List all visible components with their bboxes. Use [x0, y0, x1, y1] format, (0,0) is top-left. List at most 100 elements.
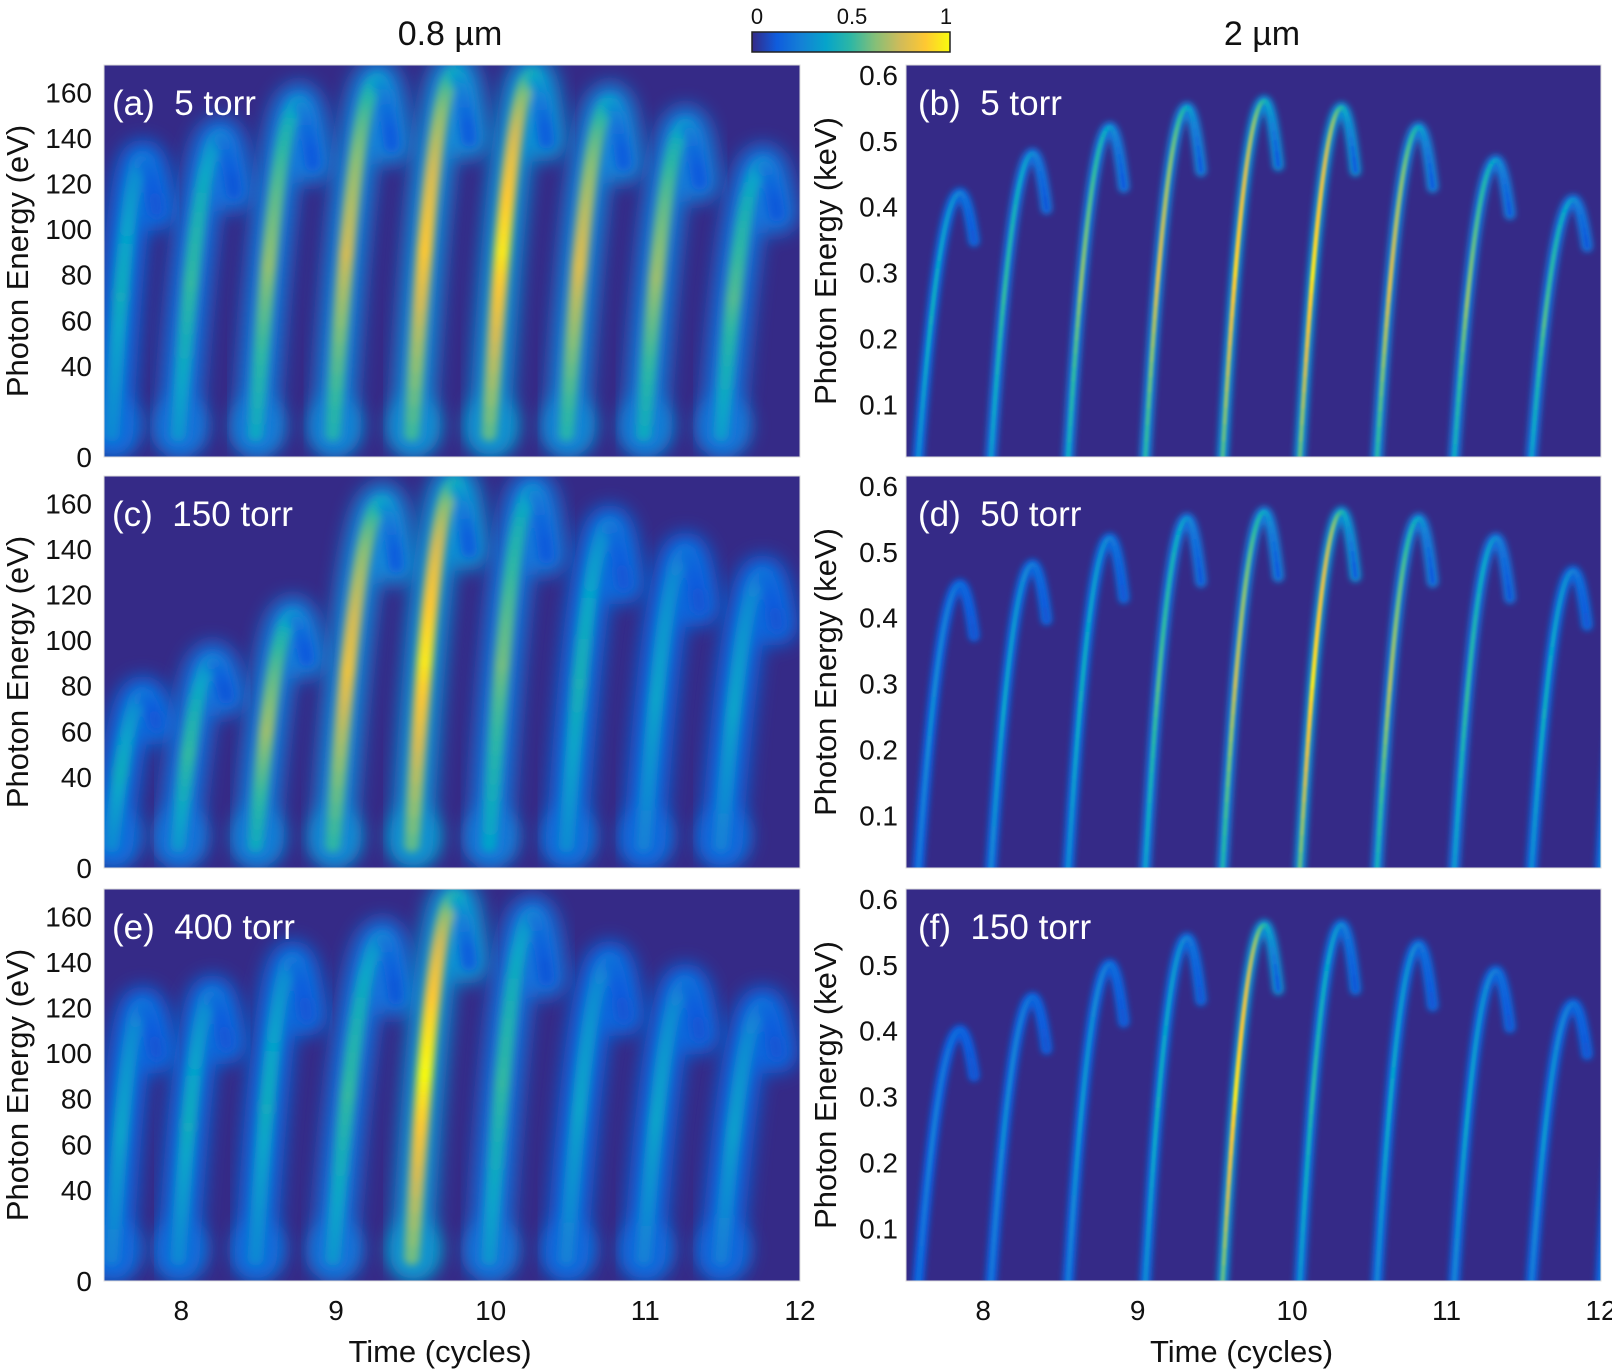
- panel-label: (d) 50 torr: [918, 495, 1082, 534]
- trajectory-arch: [1293, 918, 1362, 1281]
- arch-core: [1529, 1002, 1590, 1281]
- arch-segment: [1222, 814, 1228, 836]
- trajectory-arch: [1595, 1191, 1607, 1281]
- y-tick-label: 0.4: [859, 603, 898, 634]
- arch-segment: [614, 997, 632, 1024]
- trajectory-arch: [984, 558, 1053, 868]
- arch-segment: [1072, 760, 1078, 779]
- panel-frame: [905, 888, 1602, 1282]
- arch-segment: [1600, 1245, 1601, 1259]
- panel-a: (a) 5 torr 0 40 60 80 100 120 140 160 Photon Ener…: [0, 64, 801, 473]
- arch-segment: [1065, 438, 1072, 457]
- arch-segment: [1223, 1211, 1230, 1232]
- y-tick-label: 0: [76, 1266, 92, 1297]
- arch-segment: [1300, 388, 1307, 409]
- x-tick-label: 11: [1432, 1295, 1461, 1326]
- arch-segment: [1606, 776, 1607, 786]
- arch-segment: [1458, 760, 1464, 779]
- x-tick-label: 9: [328, 1295, 344, 1326]
- arch-segment: [1228, 723, 1235, 743]
- arch-segment: [767, 607, 785, 633]
- arch-core: [1374, 125, 1435, 457]
- arch-core: [403, 890, 478, 1266]
- arch-segment: [1305, 1136, 1312, 1156]
- arch-segment: [1298, 1244, 1305, 1266]
- trajectory-arch: [104, 985, 178, 1280]
- y-tick-label: 0.5: [859, 950, 898, 981]
- arch-segment: [1531, 822, 1537, 842]
- y-tick-label: 120: [45, 169, 92, 200]
- arch-segment: [1148, 357, 1154, 378]
- arch-core: [104, 152, 165, 442]
- arch-segment: [1297, 1261, 1304, 1281]
- arch-core: [247, 953, 315, 1266]
- arch-segment: [1069, 1218, 1075, 1238]
- arch-segment: [1150, 740, 1156, 759]
- trajectory-arch: [466, 476, 568, 867]
- y-tick-label: 100: [45, 625, 92, 656]
- arch-segment: [1068, 407, 1074, 428]
- y-tick-label: 0.2: [859, 734, 898, 765]
- panel-c: (c) 150 torr 0 40 60 80 100 120 140 160 Photon En…: [0, 475, 801, 884]
- arch-segment: [1299, 1227, 1306, 1249]
- arch-segment: [382, 124, 400, 153]
- trajectory-arch: [1371, 121, 1439, 457]
- arch-segment: [1453, 833, 1459, 854]
- arch-segment: [1455, 398, 1461, 417]
- arch-segment: [1149, 754, 1155, 774]
- y-tick-label: 0.4: [859, 1016, 898, 1047]
- arch-segment: [1529, 851, 1535, 868]
- arch-segment: [1377, 1214, 1384, 1235]
- arch-segment: [1304, 737, 1311, 757]
- x-tick-label: 8: [975, 1295, 991, 1326]
- arch-segment: [1143, 1261, 1149, 1281]
- arch-segment: [1274, 561, 1281, 579]
- arch-segment: [386, 977, 405, 1005]
- y-tick-label: 120: [45, 993, 92, 1024]
- trajectory-arch: [912, 187, 980, 457]
- arch-core: [324, 931, 405, 1266]
- arch-segment: [1380, 363, 1386, 383]
- arch-segment: [1454, 411, 1460, 431]
- panel-label: (b) 5 torr: [918, 84, 1062, 123]
- arch-segment: [1151, 726, 1158, 745]
- arch-core: [170, 654, 235, 853]
- trajectory-arch: [912, 1024, 980, 1281]
- arch-segment: [1603, 819, 1604, 831]
- arch-segment: [988, 439, 995, 457]
- arch-segment: [1429, 567, 1435, 584]
- arch-segment: [1606, 1191, 1607, 1201]
- arch-segment: [970, 623, 977, 638]
- arch-segment: [1145, 815, 1151, 837]
- y-tick-label: 0.2: [859, 323, 898, 354]
- y-tick-label: 80: [61, 1084, 92, 1115]
- arch-segment: [690, 1016, 708, 1042]
- arch-segment: [1144, 1245, 1150, 1267]
- panel-d: (d) 50 torr 0.1 0.2 0.3 0.4 0.5 0.6 Photon Ener…: [808, 471, 1607, 869]
- column-title-0.8um: 0.8 µm: [398, 15, 503, 53]
- arch-segment: [1229, 299, 1236, 318]
- arch-segment: [1068, 1233, 1074, 1253]
- arch-segment: [1506, 584, 1513, 601]
- y-tick-label: 40: [61, 762, 92, 793]
- arch-segment: [1220, 1261, 1226, 1281]
- trajectory-arch: [232, 81, 334, 456]
- arch-segment: [1530, 836, 1536, 856]
- trajectory-arch: [543, 940, 645, 1280]
- arch-segment: [1221, 1244, 1227, 1266]
- arch-segment: [1603, 1233, 1604, 1244]
- arch-segment: [303, 143, 321, 172]
- colorbar-gradient: [751, 31, 951, 53]
- arch-segment: [1072, 349, 1078, 368]
- arch-segment: [1300, 1211, 1307, 1232]
- arch-segment: [1226, 341, 1233, 361]
- arch-segment: [1227, 1150, 1234, 1170]
- arch-segment: [1376, 815, 1383, 837]
- arch-segment: [1197, 986, 1204, 1003]
- arch-segment: [1453, 1248, 1459, 1268]
- y-tick-label: 0.3: [859, 258, 898, 289]
- trajectory-arch: [1371, 512, 1439, 868]
- arch-segment: [1120, 173, 1127, 190]
- arch-segment: [1532, 809, 1538, 828]
- panel-f: (f) 150 torr 0.1 0.2 0.3 0.4 0.5 0.6 Photon Ene…: [808, 884, 1612, 1369]
